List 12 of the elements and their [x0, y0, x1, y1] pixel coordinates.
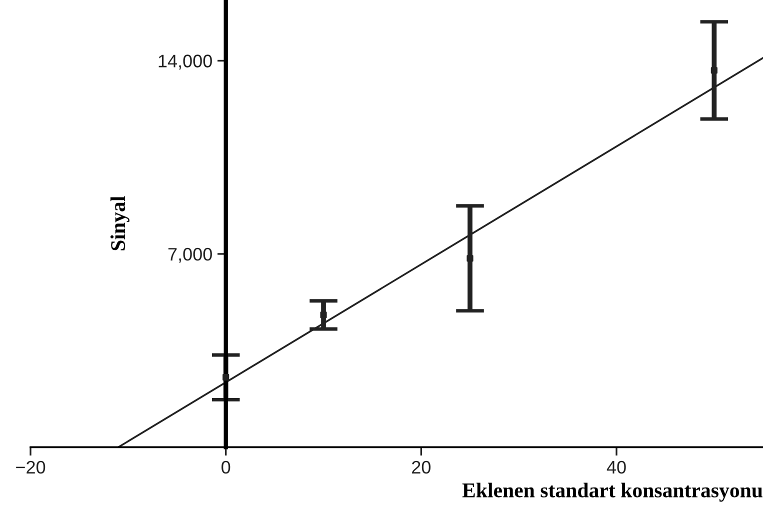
x-tick-label: 0	[222, 460, 230, 474]
point	[710, 67, 718, 74]
point	[222, 374, 230, 381]
y-tick-label: 7,000	[168, 248, 212, 263]
x-tick-label: 20	[412, 460, 431, 474]
point	[320, 312, 327, 318]
x-tick-label: −20	[16, 460, 46, 474]
y-axis-title: Sinyal	[110, 196, 130, 250]
point	[466, 255, 474, 262]
y-tick-label: 14,000	[158, 54, 212, 70]
x-tick-label: 40	[606, 460, 626, 474]
x-axis-title: Eklenen standart konsantrasyonu	[462, 482, 762, 502]
